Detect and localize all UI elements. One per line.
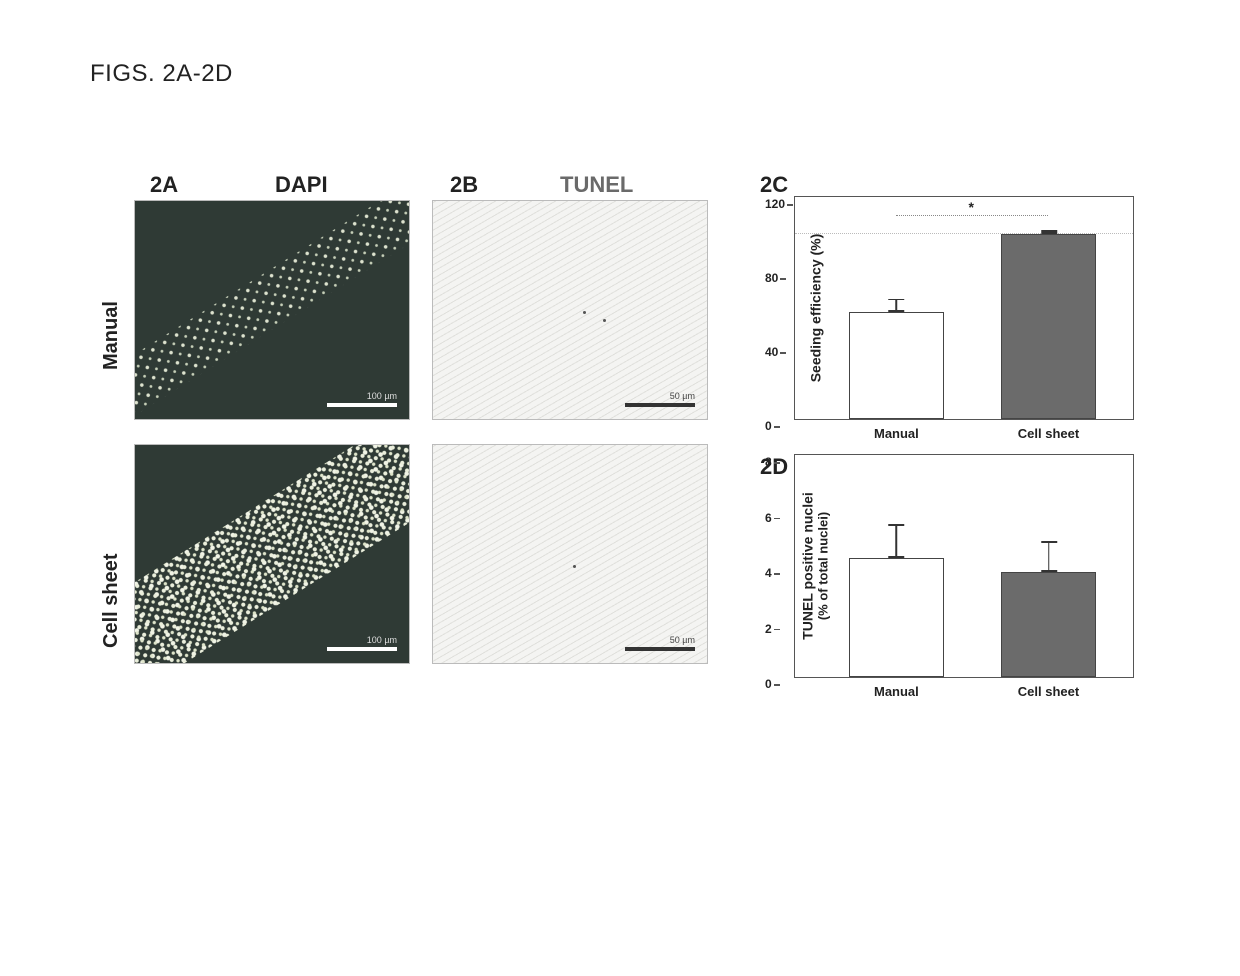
xlabel: Manual: [874, 684, 919, 699]
column-header-dapi: DAPI: [275, 172, 328, 198]
chart-seeding-efficiency: Seeding efficiency (%) * 04080120ManualC…: [794, 196, 1134, 420]
significance-marker: *: [968, 199, 973, 215]
ytick: 2: [765, 622, 772, 636]
errorbar: [1048, 230, 1050, 234]
row-label-cellsheet: Cell sheet: [100, 554, 123, 648]
micrograph-dapi-manual: 100 µm: [134, 200, 410, 420]
figure-grid: 2A DAPI 2B TUNEL 2C 2D Manual Cell sheet…: [70, 200, 1170, 760]
micrograph-dapi-cellsheet: 100 µm: [134, 444, 410, 664]
chart-c-plot: *: [795, 197, 1133, 419]
significance-line: [896, 215, 1048, 216]
ytick: 0: [765, 677, 772, 691]
bar-manual: [849, 312, 944, 419]
ytick: 80: [765, 271, 778, 285]
ytick: 0: [765, 419, 772, 433]
scalebar: [625, 647, 695, 651]
scalebar-label: 100 µm: [367, 391, 397, 401]
micrograph-tunel-cellsheet: 50 µm: [432, 444, 708, 664]
row-label-manual: Manual: [100, 301, 123, 370]
panel-label-2c: 2C: [760, 172, 788, 198]
bar-cell-sheet: [1001, 572, 1096, 677]
errorbar: [1048, 541, 1050, 572]
xlabel: Cell sheet: [1018, 684, 1079, 699]
figure-title: FIGS. 2A-2D: [90, 60, 233, 88]
bar-cell-sheet: [1001, 234, 1096, 419]
xlabel: Manual: [874, 426, 919, 441]
scalebar: [625, 403, 695, 407]
ytick: 8: [765, 455, 772, 469]
chart-d-plot: [795, 455, 1133, 677]
errorbar: [896, 299, 898, 312]
ytick: 6: [765, 511, 772, 525]
micrograph-tunel-manual: 50 µm: [432, 200, 708, 420]
ytick: 40: [765, 345, 778, 359]
ytick: 120: [765, 197, 785, 211]
panel-label-2a: 2A: [150, 172, 178, 198]
scalebar-label: 50 µm: [670, 391, 695, 401]
panel-label-2b: 2B: [450, 172, 478, 198]
chart-tunel-positive: TUNEL positive nuclei (% of total nuclei…: [794, 454, 1134, 678]
scalebar-label: 50 µm: [670, 635, 695, 645]
ytick: 4: [765, 566, 772, 580]
errorbar: [896, 524, 898, 557]
bar-manual: [849, 558, 944, 677]
scalebar: [327, 647, 397, 651]
xlabel: Cell sheet: [1018, 426, 1079, 441]
scalebar: [327, 403, 397, 407]
column-header-tunel: TUNEL: [560, 172, 633, 198]
scalebar-label: 100 µm: [367, 635, 397, 645]
